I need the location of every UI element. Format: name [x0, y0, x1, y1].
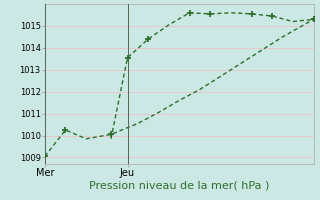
X-axis label: Pression niveau de la mer( hPa ): Pression niveau de la mer( hPa )	[89, 181, 269, 191]
